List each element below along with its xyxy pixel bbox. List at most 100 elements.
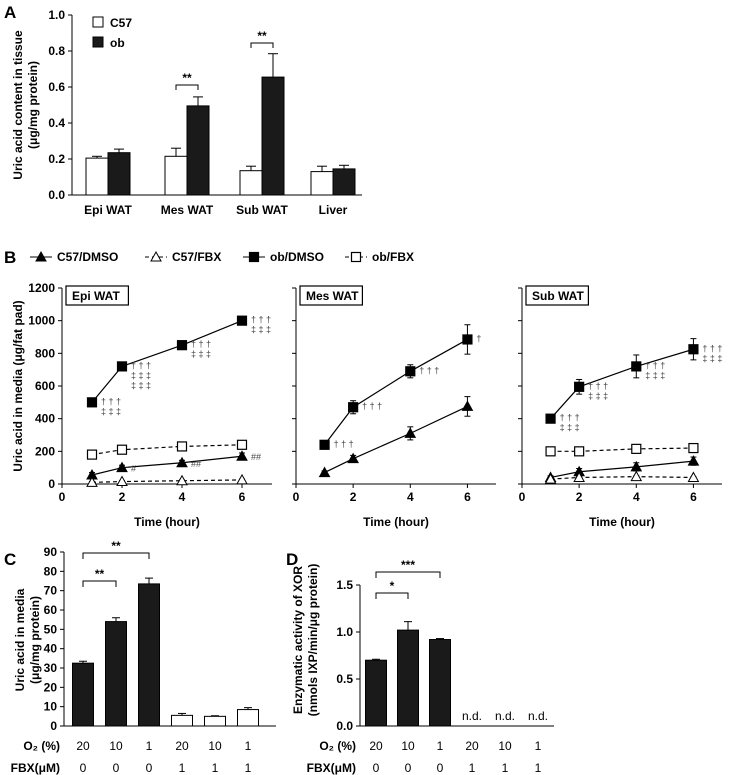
data-point <box>631 361 642 372</box>
significance-annotation: † † † <box>645 360 665 370</box>
bar <box>72 662 94 727</box>
data-point <box>318 466 331 478</box>
bar-c57 <box>239 170 263 196</box>
series-line-c57-dmso <box>550 460 694 479</box>
bar-c57 <box>85 157 109 196</box>
y-tick-label: 60 <box>44 603 58 617</box>
significance-annotation: ‡ ‡ ‡ <box>191 349 211 359</box>
y-tick-label: 0.8 <box>48 44 65 58</box>
y-tick-label: 200 <box>35 444 55 458</box>
significance-annotation: ‡ ‡ ‡ <box>131 370 151 380</box>
significance-bracket-label: ** <box>257 29 267 43</box>
y-tick-label: 0 <box>50 719 57 733</box>
significance-bracket <box>82 552 150 559</box>
data-point <box>116 444 128 455</box>
x-axis-title: Time (hour) <box>363 515 429 529</box>
y-tick-label: 40 <box>44 642 58 656</box>
legend-label: ob <box>110 36 125 50</box>
data-point <box>176 340 188 351</box>
x-tick-label: 4 <box>179 490 186 504</box>
data-point <box>176 441 188 452</box>
o2-value: 1 <box>437 739 444 753</box>
legend-label: ob/FBX <box>372 250 414 264</box>
legend-marker <box>35 250 47 262</box>
fbx-value: 0 <box>146 761 153 775</box>
legend-label: C57 <box>110 16 132 30</box>
y-axis-title-line: (μg/mg protein) <box>28 596 42 684</box>
data-point <box>236 473 248 485</box>
data-point <box>461 400 474 411</box>
significance-bracket <box>375 571 441 578</box>
data-point <box>86 397 98 408</box>
y-axis-title-line: (μg/mg protein) <box>26 61 40 149</box>
o2-row-label: O₂ (%) <box>319 739 356 753</box>
data-point <box>319 439 330 450</box>
y-tick-label: 10 <box>44 700 58 714</box>
data-point <box>544 473 557 484</box>
data-point <box>462 334 473 345</box>
significance-annotation: ‡ ‡ ‡ <box>101 406 121 416</box>
data-point <box>176 474 188 486</box>
legend-label: C57/DMSO <box>57 250 118 264</box>
significance-annotation: ‡ ‡ ‡ <box>588 391 608 401</box>
subplot-title-box <box>299 285 364 306</box>
data-point <box>574 446 585 457</box>
significance-annotation: # <box>131 464 136 474</box>
series-line-ob-dmso <box>550 348 694 420</box>
y-axis-title: Uric acid in media(μg/mg protein) <box>13 588 42 691</box>
fbx-value: 0 <box>437 761 444 775</box>
subplot-title-box <box>65 285 130 306</box>
data-point <box>116 361 128 372</box>
data-point <box>630 470 643 482</box>
bar <box>429 639 451 727</box>
data-point <box>687 471 700 482</box>
y-tick-label: 0.2 <box>48 152 65 166</box>
bar <box>204 715 226 727</box>
y-tick-label: 1200 <box>28 281 55 295</box>
y-tick-label: 1000 <box>28 314 55 328</box>
significance-bracket-label: * <box>390 579 395 593</box>
series-line-c57-dmso <box>91 455 243 476</box>
legend-marker <box>248 251 260 263</box>
subplot-title: Epi WAT <box>72 289 120 303</box>
fbx-row-label: FBX(μM) <box>307 761 356 775</box>
significance-annotation: ## <box>191 459 201 469</box>
y-tick-label: 1.5 <box>336 578 353 592</box>
data-point <box>116 461 128 473</box>
significance-annotation: ‡ ‡ ‡ <box>131 380 151 390</box>
significance-bracket <box>82 580 117 587</box>
o2-value: 20 <box>175 739 189 753</box>
y-tick-label: 0.0 <box>336 719 353 733</box>
o2-value: 20 <box>76 739 90 753</box>
x-tick-label: 4 <box>633 490 640 504</box>
subplot-title-box <box>525 285 590 306</box>
data-point <box>404 427 417 438</box>
not-detected-label: n.d. <box>528 709 548 723</box>
panel-d-bar-chart: 0.0 0.5 1.0 1.5 Enzymatic activity of XOR(nm… <box>291 558 554 775</box>
x-tick-label: 0 <box>59 490 66 504</box>
y-tick-label: 90 <box>44 545 58 559</box>
o2-value: 10 <box>498 739 512 753</box>
y-tick-label: 0 <box>48 477 55 491</box>
y-axis-title-line: Uric acid in media <box>13 588 27 691</box>
data-point <box>347 452 359 464</box>
series-line-ob-fbx <box>550 447 694 452</box>
series-line-c57-fbx <box>91 479 243 483</box>
fbx-value: 0 <box>80 761 87 775</box>
panel-label-b: B <box>4 248 16 267</box>
o2-value: 10 <box>208 739 222 753</box>
y-tick-label: 1.0 <box>336 625 353 639</box>
o2-value: 20 <box>369 739 383 753</box>
x-category-label: Epi WAT <box>84 203 132 217</box>
panel-b-time-course: C57/DMSO C57/FBX ob/DMSO ob/FBX020040060080… <box>11 250 722 529</box>
o2-value: 20 <box>465 739 479 753</box>
significance-annotation: † † † <box>131 360 151 370</box>
series-line-ob-dmso <box>324 338 468 446</box>
series-line-c57-fbx <box>550 476 694 480</box>
data-point <box>688 344 699 355</box>
x-tick-label: 0 <box>519 490 526 504</box>
y-axis-title-line: (nmols IXP/min/μg protein) <box>306 564 320 717</box>
fbx-value: 1 <box>245 761 252 775</box>
fbx-value: 0 <box>113 761 120 775</box>
